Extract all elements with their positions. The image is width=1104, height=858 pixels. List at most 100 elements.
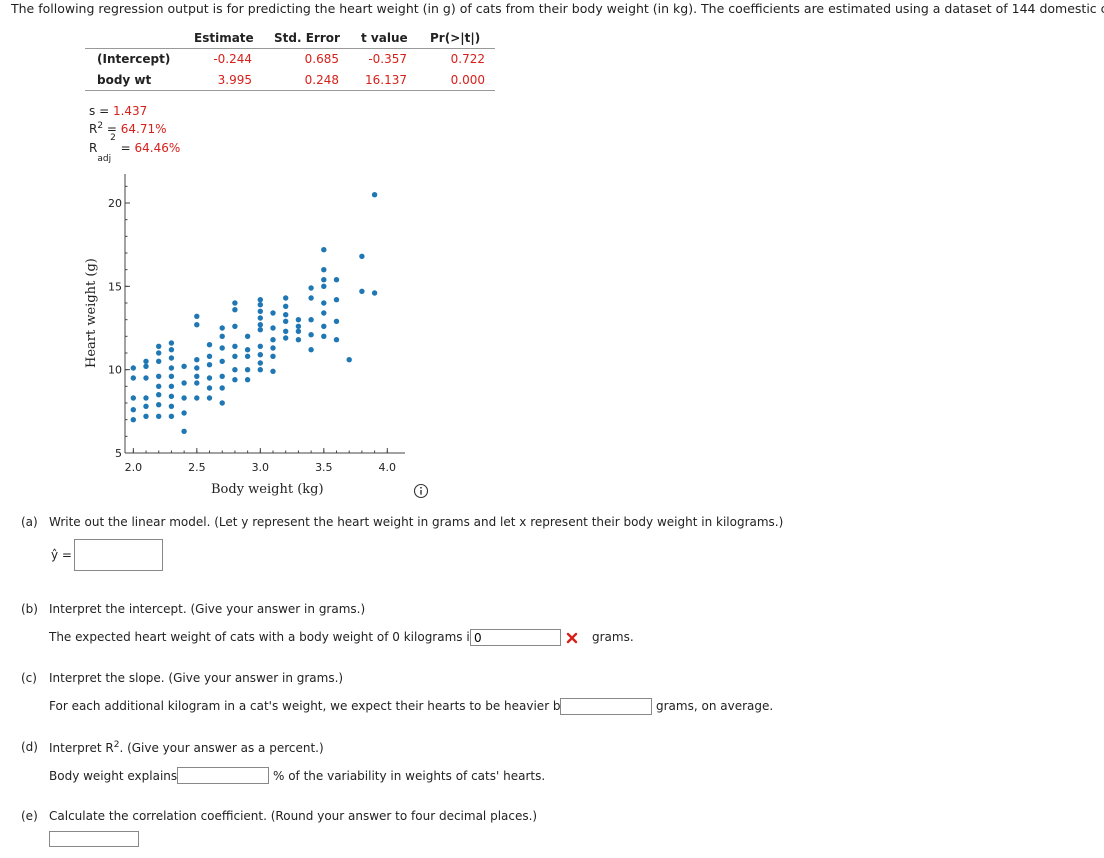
data-point [232,367,238,373]
part-d-question: Interpret R2. (Give your answer as a per… [49,740,324,755]
data-point [181,363,187,369]
data-point [194,322,200,328]
data-point [143,375,149,381]
data-point [283,318,289,324]
data-point [321,300,327,306]
stat-r2: R2 = 64.71% [89,121,167,136]
data-point [321,277,327,283]
data-point [143,363,149,369]
data-point [232,377,238,383]
part-a-question: Write out the linear model. (Let y repre… [49,515,784,529]
stat-r2-adj: Radj2 = 64.46% [89,133,181,165]
data-point [321,333,327,339]
header-std-error: Std. Error [274,31,340,45]
x-tick-label: 2.0 [125,461,143,474]
data-point [219,333,225,339]
data-point [168,355,175,361]
part-b-letter: (b) [21,602,38,616]
data-point [321,247,327,253]
data-point [244,347,251,353]
data-point [168,403,175,409]
data-point [270,368,276,374]
part-c-letter: (c) [21,671,37,685]
row-label-intercept: (Intercept) [97,52,171,66]
data-point [257,367,263,373]
part-e-question: Calculate the correlation coefficient. (… [49,809,538,823]
body-wt-estimate: 3.995 [217,73,252,87]
data-point [308,295,314,301]
data-point [308,285,314,291]
data-point [283,328,289,334]
body-wt-std-error: 0.248 [304,73,339,87]
plot-points [130,192,378,434]
data-point [219,358,225,364]
data-point [257,343,263,349]
data-point [156,383,162,389]
data-point [295,317,302,323]
data-point [194,357,200,363]
y-tick-label: 10 [108,364,122,377]
y-tick-label: 5 [115,447,122,460]
data-point [283,295,289,301]
data-point [194,373,200,379]
data-point [156,402,162,408]
data-point [270,337,276,343]
data-point [321,323,327,329]
data-point [244,367,251,373]
part-c-sentence: For each additional kilogram in a cat's … [49,699,568,713]
data-point [130,395,136,401]
data-point [244,353,251,359]
data-point [283,335,289,341]
intercept-t-value: -0.357 [368,52,407,66]
data-point [206,362,213,368]
x-axis-label: Body weight (kg) [211,482,324,497]
data-point [181,395,187,401]
data-point [257,302,263,308]
part-d-letter: (d) [21,740,38,754]
data-point [219,400,225,406]
data-point [206,375,213,381]
y-tick-label: 20 [108,197,122,210]
data-point [283,303,289,309]
header-t-value: t value [361,31,408,45]
y-axis-label: Heart weight (g) [84,258,99,368]
x-tick-label: 4.0 [379,461,397,474]
data-point [232,300,238,306]
data-point [244,377,251,383]
data-point [156,343,162,349]
part-c-question: Interpret the slope. (Give your answer i… [49,671,344,685]
info-icon[interactable] [413,483,429,499]
intercept-answer-input[interactable] [470,629,561,646]
data-point [219,385,225,391]
scatter-plot: 2.0 2.5 3.0 3.5 4.0 5 10 15 20 [108,174,405,474]
data-point [333,337,340,343]
data-point [156,350,162,356]
data-point [206,385,213,391]
linear-model-input[interactable] [74,539,163,571]
data-point [130,417,136,423]
r2-answer-input[interactable] [177,767,269,784]
data-point [168,393,175,399]
data-point [156,413,162,419]
data-point [130,365,136,371]
correlation-answer-input[interactable] [49,831,139,847]
data-point [257,315,263,321]
data-point [257,352,263,358]
table-rule-bottom [85,90,495,91]
data-point [156,358,162,364]
data-point [232,343,238,349]
data-point [143,395,149,401]
data-point [206,342,213,348]
intercept-estimate: -0.244 [213,52,252,66]
data-point [257,322,263,328]
part-b-question: Interpret the intercept. (Give your answ… [49,602,366,616]
data-point [270,310,276,316]
data-point [308,332,314,338]
data-point [321,283,327,289]
data-point [333,277,340,283]
x-tick-label: 3.5 [315,461,333,474]
data-point [181,428,187,434]
part-d-unit: % of the variability in weights of cats'… [273,769,546,783]
data-point [308,317,314,323]
slope-answer-input[interactable] [560,698,652,715]
